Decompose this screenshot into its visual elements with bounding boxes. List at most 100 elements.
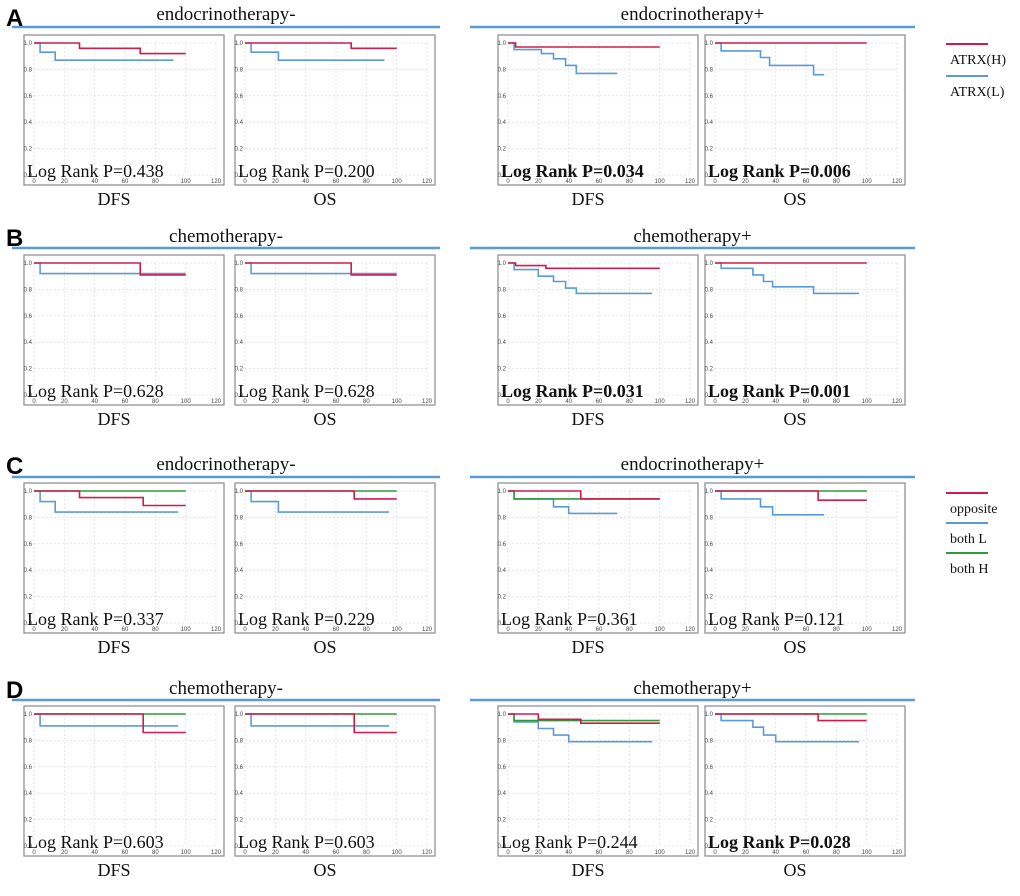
x-tick-label: 100 <box>655 179 666 185</box>
y-tick-label: 0.6 <box>498 314 507 320</box>
y-tick-label: 0.2 <box>24 818 33 824</box>
log-rank-p-label: Log Rank P=0.229 <box>238 609 375 629</box>
plot-frame <box>23 482 225 634</box>
x-tick-label: 120 <box>211 627 222 633</box>
endpoint-label: OS <box>783 189 806 209</box>
x-tick-label: 20 <box>742 179 749 185</box>
y-tick-label: 0.2 <box>705 595 714 601</box>
x-tick-label: 80 <box>152 850 159 856</box>
y-tick-label: 1.0 <box>24 41 33 47</box>
x-tick-label: 80 <box>833 850 840 856</box>
group-title: endocrinotherapy+ <box>621 4 765 25</box>
group-title: endocrinotherapy- <box>156 454 295 475</box>
x-tick-label: 0 <box>506 399 510 405</box>
x-tick-label: 40 <box>302 399 309 405</box>
x-tick-label: 0 <box>713 627 717 633</box>
x-tick-label: 120 <box>892 399 903 405</box>
y-tick-label: 0.4 <box>705 340 714 346</box>
y-tick-label: 0.2 <box>24 147 33 153</box>
x-tick-label: 0 <box>243 399 247 405</box>
y-tick-label: 0.6 <box>235 765 244 771</box>
x-tick-label: 40 <box>772 399 779 405</box>
y-tick-label: 0.0 <box>705 844 714 850</box>
km-chart-B-2: 0 20 40 60 80 100 120 0.0 0.2 0.4 0.6 0.8 1.0 Log Ran… <box>234 254 436 429</box>
y-tick-label: 1.0 <box>705 261 714 267</box>
x-tick-label: 60 <box>596 179 603 185</box>
series-line-atrx-l- <box>715 42 825 76</box>
y-tick-label: 0.4 <box>24 340 33 346</box>
x-tick-label: 120 <box>211 399 222 405</box>
y-tick-label: 0.6 <box>498 765 507 771</box>
series-line-atrx-h- <box>245 42 397 50</box>
x-tick-label: 100 <box>392 627 403 633</box>
km-chart-C-4: 0 20 40 60 80 100 120 0.0 0.2 0.4 0.6 0.8 1.0 Log Ran… <box>704 482 906 657</box>
y-tick-label: 0.4 <box>235 791 244 797</box>
x-tick-label: 60 <box>333 399 340 405</box>
x-tick-label: 120 <box>685 850 696 856</box>
y-tick-label: 0.2 <box>705 367 714 373</box>
endpoint-label: OS <box>313 189 336 209</box>
series-line-opposite <box>508 713 660 725</box>
x-tick-label: 40 <box>565 627 572 633</box>
log-rank-p-label: Log Rank P=0.628 <box>27 381 164 401</box>
log-rank-p-label: Log Rank P=0.628 <box>238 381 375 401</box>
log-rank-p-label: Log Rank P=0.121 <box>708 609 845 629</box>
plot-frame <box>497 482 699 634</box>
endpoint-label: DFS <box>97 409 130 429</box>
y-tick-label: 0.2 <box>24 367 33 373</box>
endpoint-label: DFS <box>571 637 604 657</box>
x-tick-label: 40 <box>91 850 98 856</box>
panel-letter-A: A <box>6 5 23 32</box>
x-tick-label: 40 <box>91 179 98 185</box>
y-tick-label: 0.8 <box>235 738 244 744</box>
y-tick-label: 1.0 <box>235 489 244 495</box>
y-tick-label: 0.0 <box>498 621 507 627</box>
x-tick-label: 120 <box>892 627 903 633</box>
x-tick-label: 0 <box>243 627 247 633</box>
series-line-atrx-h- <box>508 262 660 270</box>
x-tick-label: 20 <box>272 627 279 633</box>
panel-letter-C: C <box>6 453 23 480</box>
km-chart-B-4: 0 20 40 60 80 100 120 0.0 0.2 0.4 0.6 0.8 1.0 Log Ran… <box>704 254 906 429</box>
x-tick-label: 120 <box>422 399 433 405</box>
log-rank-p-label: Log Rank P=0.361 <box>501 609 638 629</box>
series-line-opposite <box>34 713 186 734</box>
x-tick-label: 40 <box>565 179 572 185</box>
x-tick-label: 80 <box>626 399 633 405</box>
x-tick-label: 0 <box>506 179 510 185</box>
y-tick-label: 0.8 <box>498 67 507 73</box>
panel-letter-D: D <box>6 677 23 704</box>
y-tick-label: 1.0 <box>498 712 507 718</box>
y-tick-label: 0.6 <box>235 94 244 100</box>
y-tick-label: 0.8 <box>235 287 244 293</box>
y-tick-label: 0.6 <box>705 765 714 771</box>
legend-label: both H <box>950 562 989 577</box>
y-tick-label: 0.4 <box>498 340 507 346</box>
y-tick-label: 0.8 <box>24 738 33 744</box>
km-chart-C-1: 0 20 40 60 80 100 120 0.0 0.2 0.4 0.6 0.8 1.0 Log Ran… <box>23 482 225 657</box>
y-tick-label: 0.0 <box>24 173 33 179</box>
x-tick-label: 40 <box>91 627 98 633</box>
x-tick-label: 20 <box>535 179 542 185</box>
y-tick-label: 0.0 <box>705 621 714 627</box>
y-tick-label: 0.2 <box>705 818 714 824</box>
series-line-both-l <box>715 713 860 743</box>
log-rank-p-label: Log Rank P=0.031 <box>501 381 644 401</box>
y-tick-label: 0.0 <box>498 173 507 179</box>
x-tick-label: 40 <box>302 179 309 185</box>
y-tick-label: 0.0 <box>235 844 244 850</box>
x-tick-label: 40 <box>91 399 98 405</box>
y-tick-label: 0.4 <box>705 791 714 797</box>
x-tick-label: 100 <box>862 850 873 856</box>
legend-label: ATRX(L) <box>950 85 1005 100</box>
km-chart-B-1: 0 20 40 60 80 100 120 0.0 0.2 0.4 0.6 0.8 1.0 Log Ran… <box>23 254 225 429</box>
x-tick-label: 80 <box>626 850 633 856</box>
x-tick-label: 100 <box>181 627 192 633</box>
legend-C: opposite both L both H <box>946 492 997 577</box>
x-tick-label: 100 <box>392 179 403 185</box>
legend-label: opposite <box>950 502 997 517</box>
y-tick-label: 1.0 <box>24 261 33 267</box>
km-chart-D-3: 0 20 40 60 80 100 120 0.0 0.2 0.4 0.6 0.8 1.0 Log Ran… <box>497 705 699 880</box>
x-tick-label: 80 <box>363 627 370 633</box>
y-tick-label: 0.0 <box>235 173 244 179</box>
